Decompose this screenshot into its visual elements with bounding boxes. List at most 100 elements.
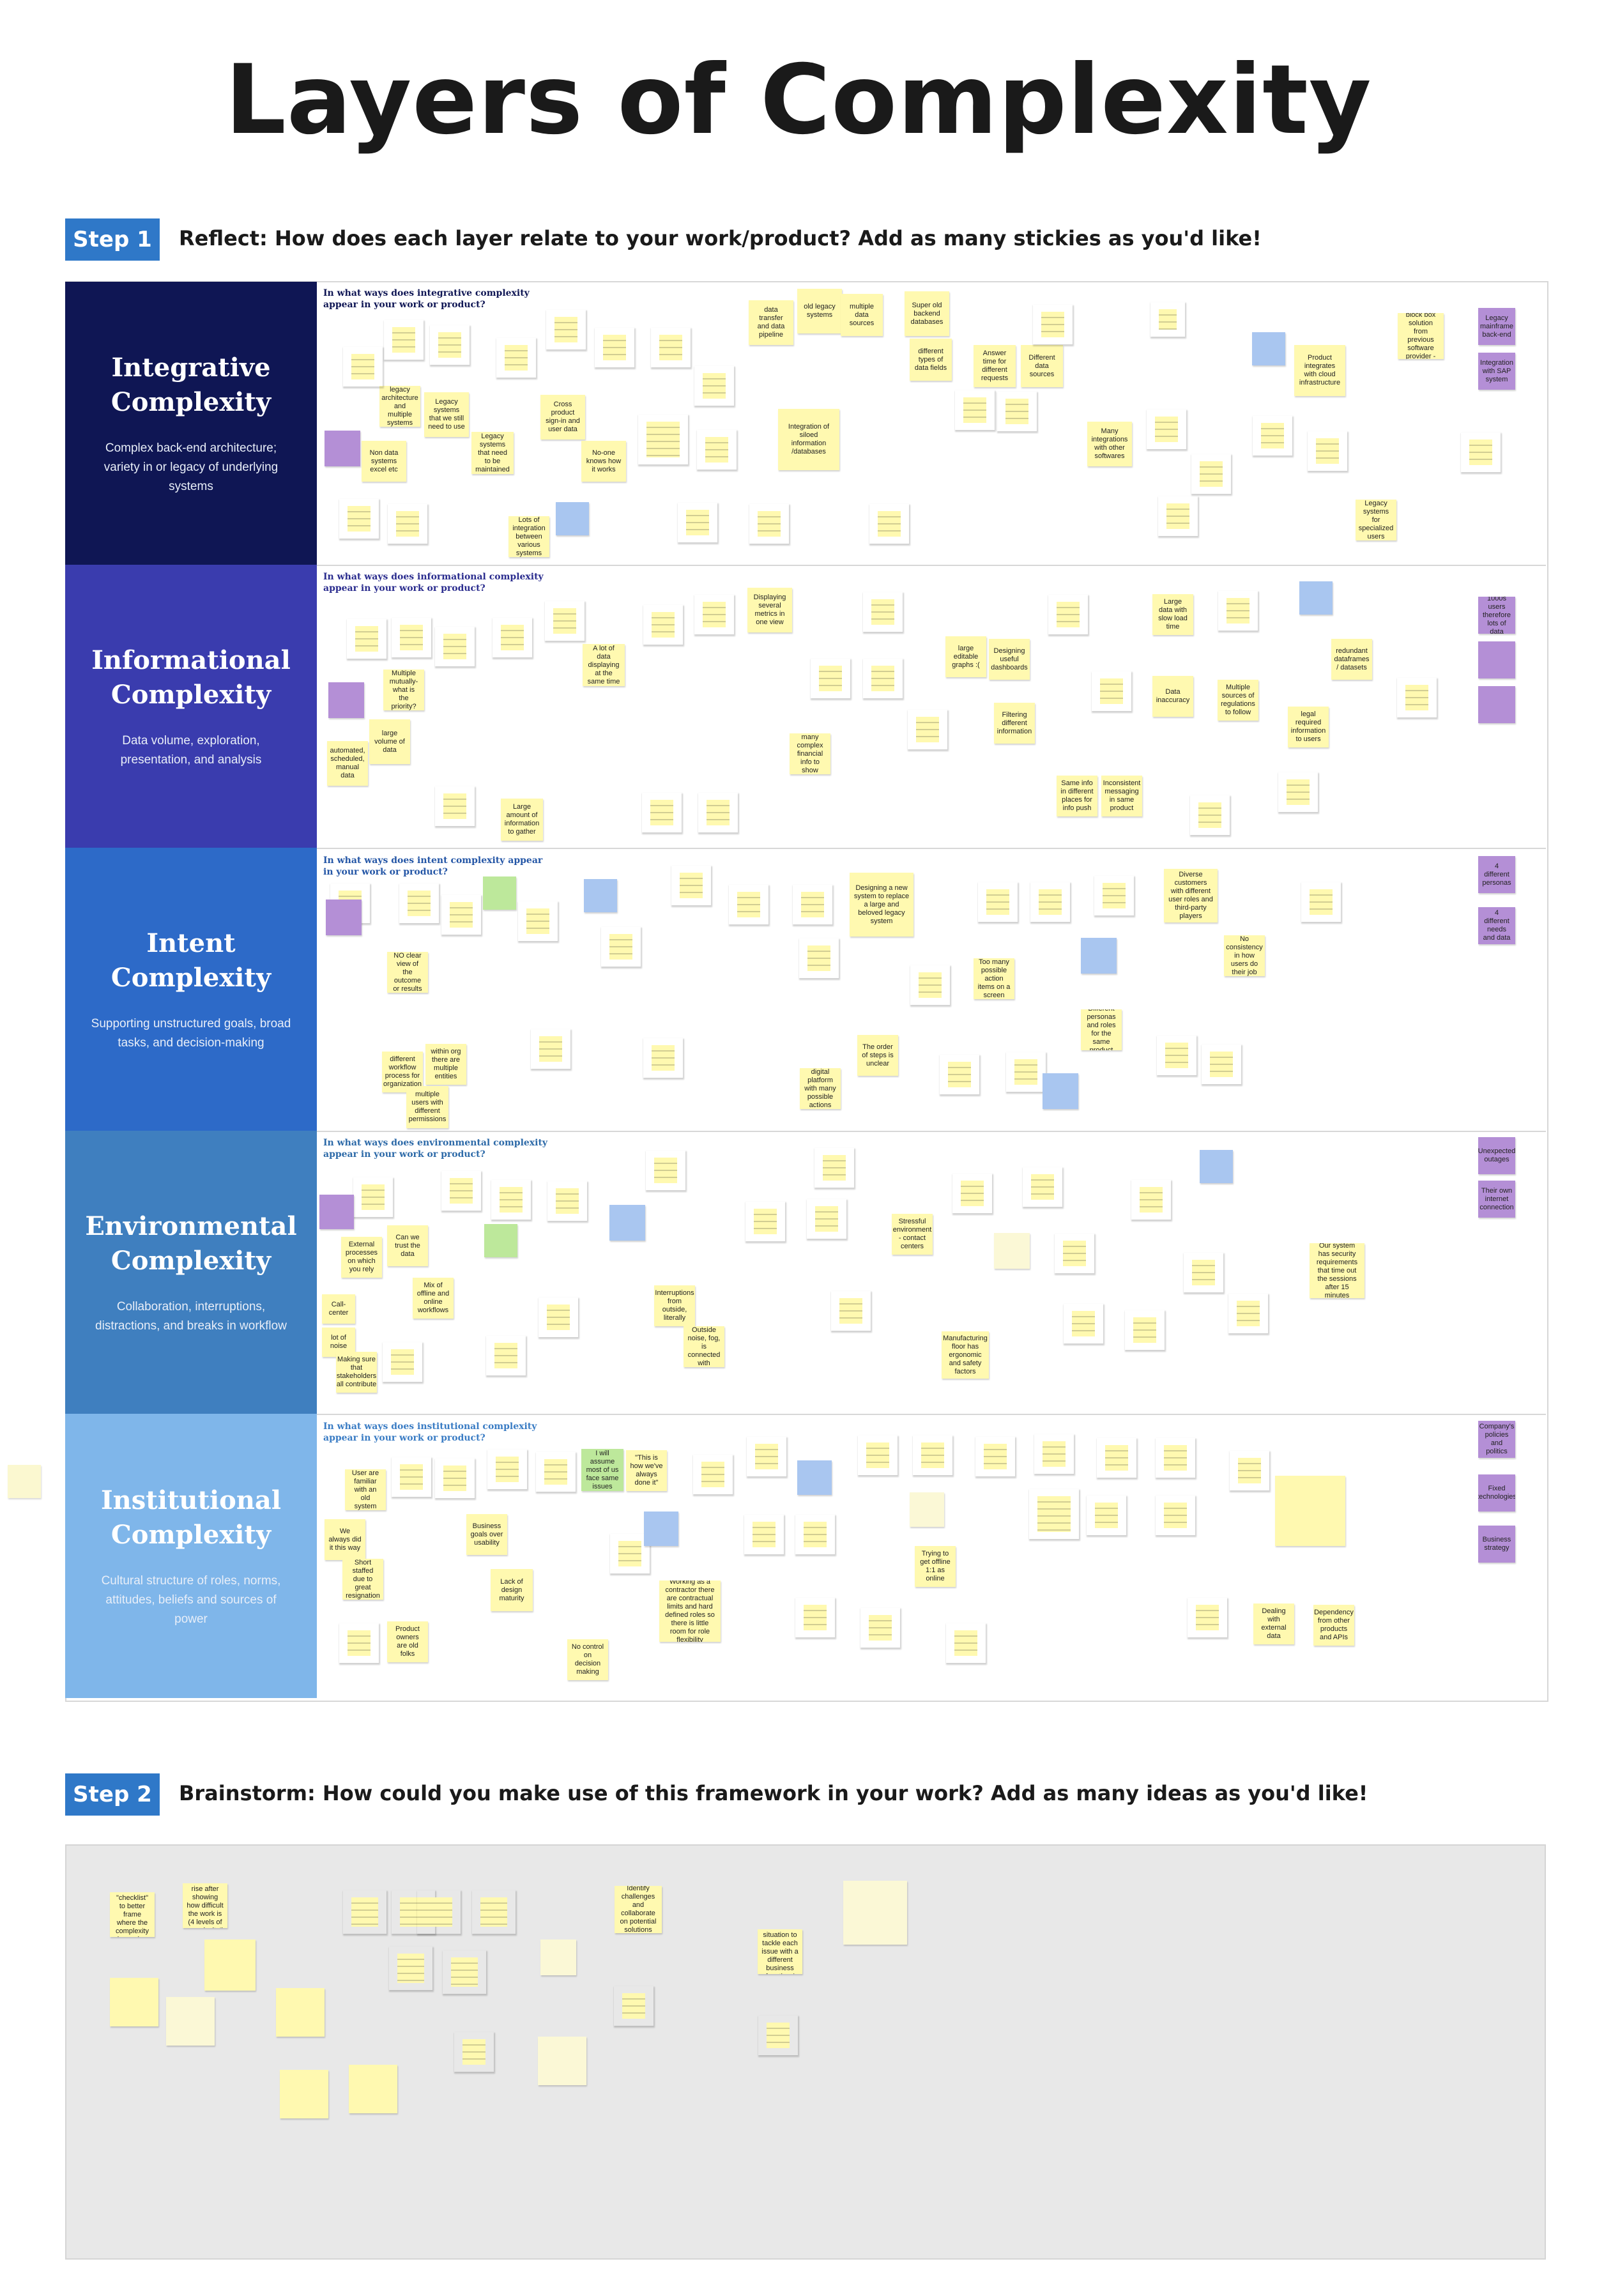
- sticky-note-dense[interactable]: [1183, 1252, 1224, 1293]
- sticky-note-dense[interactable]: [339, 1623, 379, 1664]
- sticky-note[interactable]: Integration of siloed information /datab…: [778, 409, 839, 470]
- sticky-note-dense[interactable]: [399, 883, 439, 924]
- sticky-note-dense[interactable]: [391, 1457, 432, 1497]
- sticky-note-dense[interactable]: [1191, 454, 1232, 494]
- sticky-note-blank[interactable]: [110, 1978, 158, 2026]
- sticky-note[interactable]: 4 different needs and data: [1478, 907, 1515, 944]
- sticky-note-dense[interactable]: [1091, 671, 1132, 712]
- sticky-note[interactable]: The order of steps is unclear: [857, 1035, 898, 1076]
- sticky-note-dense[interactable]: [677, 502, 718, 543]
- sticky-note-dense[interactable]: [485, 1335, 526, 1376]
- sticky-note[interactable]: User are familiar with an old system: [345, 1469, 386, 1510]
- sticky-note[interactable]: Map out the current situation to tackle …: [758, 1929, 802, 1974]
- sticky-note-dense[interactable]: [1124, 1310, 1165, 1351]
- sticky-note-dense[interactable]: [1228, 1293, 1269, 1334]
- sticky-note-dense[interactable]: [758, 2015, 798, 2056]
- sticky-note-dense[interactable]: [1155, 1437, 1196, 1478]
- sticky-note[interactable]: Outside noise, fog, is connected with: [684, 1326, 724, 1367]
- sticky-note-dense[interactable]: [744, 1514, 784, 1555]
- sticky-note-dense[interactable]: [496, 337, 537, 378]
- sticky-note[interactable]: legal required information to users: [1288, 707, 1329, 747]
- sticky-note-dense[interactable]: [434, 786, 475, 827]
- sticky-note-dense[interactable]: [945, 1623, 986, 1664]
- sticky-note-dense[interactable]: [346, 618, 387, 659]
- sticky-note-blank[interactable]: [1252, 332, 1285, 365]
- layer-area-intent[interactable]: [317, 848, 1546, 1132]
- sticky-note-dense[interactable]: [869, 503, 910, 544]
- sticky-note[interactable]: Displaying several metrics in one view: [747, 588, 792, 632]
- sticky-note-dense[interactable]: [795, 1514, 836, 1555]
- sticky-note-dense[interactable]: [696, 429, 737, 470]
- sticky-note-dense[interactable]: [954, 390, 995, 431]
- sticky-note[interactable]: 4 different personas: [1478, 856, 1515, 893]
- sticky-note[interactable]: Manufacturing floor has ergonomic and sa…: [942, 1331, 989, 1379]
- sticky-note-blank[interactable]: [483, 876, 516, 910]
- sticky-note-dense[interactable]: [1096, 1437, 1137, 1478]
- sticky-note[interactable]: within org there are multiple entities: [425, 1044, 466, 1085]
- sticky-note-dense[interactable]: [613, 1986, 654, 2026]
- sticky-note[interactable]: Filtering different information: [994, 703, 1035, 744]
- brainstorm-area[interactable]: [65, 1844, 1546, 2260]
- sticky-note[interactable]: Lack of design maturity: [491, 1569, 533, 1611]
- sticky-note-dense[interactable]: [1086, 1495, 1127, 1536]
- sticky-note-blank[interactable]: [166, 1997, 215, 2046]
- sticky-note[interactable]: Business goals over usability: [466, 1514, 507, 1555]
- sticky-note-dense[interactable]: [912, 1435, 953, 1476]
- sticky-note-blank[interactable]: [1200, 1150, 1233, 1183]
- sticky-note[interactable]: Legacy systems that need to be maintaine…: [471, 432, 514, 474]
- sticky-note[interactable]: 1000s users therefore lots of data: [1478, 597, 1515, 634]
- sticky-note-blank[interactable]: [1081, 938, 1117, 974]
- sticky-note-dense[interactable]: [416, 1890, 461, 1934]
- sticky-note-dense[interactable]: [594, 327, 635, 368]
- sticky-note[interactable]: Mix of offline and online workflows: [413, 1278, 454, 1319]
- sticky-note[interactable]: large volume of data: [369, 719, 410, 764]
- sticky-note-dense[interactable]: [910, 965, 951, 1006]
- sticky-note[interactable]: digital platform with many possible acti…: [800, 1068, 841, 1109]
- sticky-note[interactable]: redundant dataframes / datasets: [1331, 639, 1372, 680]
- sticky-note-dense[interactable]: [977, 882, 1018, 922]
- sticky-note-dense[interactable]: [860, 1607, 901, 1648]
- sticky-note-dense[interactable]: [391, 1890, 436, 1934]
- sticky-note-dense[interactable]: [1094, 875, 1135, 916]
- sticky-note-dense[interactable]: [471, 1890, 516, 1934]
- sticky-note[interactable]: I will assume most of us face same issue…: [581, 1449, 623, 1491]
- sticky-note-dense[interactable]: [638, 414, 689, 465]
- sticky-note[interactable]: NO clear view of the outcome or results: [387, 952, 428, 993]
- sticky-note[interactable]: Multiple mutually- what is the priority?: [383, 670, 424, 710]
- sticky-note[interactable]: Use this framework as a "checklist" to b…: [110, 1892, 155, 1937]
- sticky-note[interactable]: multiple data sources: [841, 294, 883, 336]
- sticky-note[interactable]: legacy architecture and multiple systems: [379, 386, 420, 427]
- sticky-note[interactable]: different types of data fields: [910, 339, 952, 381]
- sticky-note-dense[interactable]: [546, 309, 586, 350]
- sticky-note[interactable]: many complex financial info to show: [790, 733, 830, 774]
- sticky-note[interactable]: Integration with SAP system: [1478, 353, 1515, 390]
- layer-area-environmental[interactable]: [317, 1131, 1546, 1415]
- sticky-note-blank[interactable]: [910, 1492, 944, 1527]
- sticky-note[interactable]: Taking over block box solution from prev…: [1398, 313, 1444, 359]
- sticky-note-dense[interactable]: [1301, 882, 1341, 922]
- sticky-note-blank[interactable]: [484, 1224, 517, 1257]
- sticky-note-dense[interactable]: [441, 894, 482, 935]
- sticky-note-dense[interactable]: [810, 658, 851, 699]
- sticky-note-dense[interactable]: [1396, 677, 1437, 718]
- sticky-note-dense[interactable]: [1229, 1450, 1270, 1491]
- sticky-note-dense[interactable]: [749, 503, 790, 544]
- sticky-note-dense[interactable]: [907, 709, 948, 750]
- sticky-note-dense[interactable]: [1030, 882, 1071, 922]
- sticky-note-dense[interactable]: [517, 901, 558, 942]
- sticky-note-dense[interactable]: [434, 626, 475, 667]
- sticky-note[interactable]: No consistency in how users do their job: [1224, 935, 1265, 976]
- sticky-note[interactable]: Legacy systems that we still need to use: [424, 392, 469, 437]
- sticky-note-dense[interactable]: [1150, 302, 1186, 337]
- sticky-note[interactable]: Working as a contractor there are contra…: [659, 1580, 721, 1642]
- sticky-note-dense[interactable]: [795, 1597, 836, 1638]
- sticky-note-dense[interactable]: [1005, 1052, 1046, 1092]
- sticky-note-dense[interactable]: [544, 601, 585, 641]
- sticky-note-blank[interactable]: [1299, 581, 1333, 615]
- sticky-note[interactable]: large editable graphs :(: [945, 636, 986, 677]
- sticky-note[interactable]: Answer time for different requests: [974, 345, 1016, 387]
- sticky-note-dense[interactable]: [391, 617, 432, 658]
- sticky-note-blank[interactable]: [797, 1460, 832, 1495]
- sticky-note[interactable]: Interruptions from outside, literally: [654, 1285, 695, 1326]
- sticky-note[interactable]: Data inaccuracy: [1152, 676, 1193, 717]
